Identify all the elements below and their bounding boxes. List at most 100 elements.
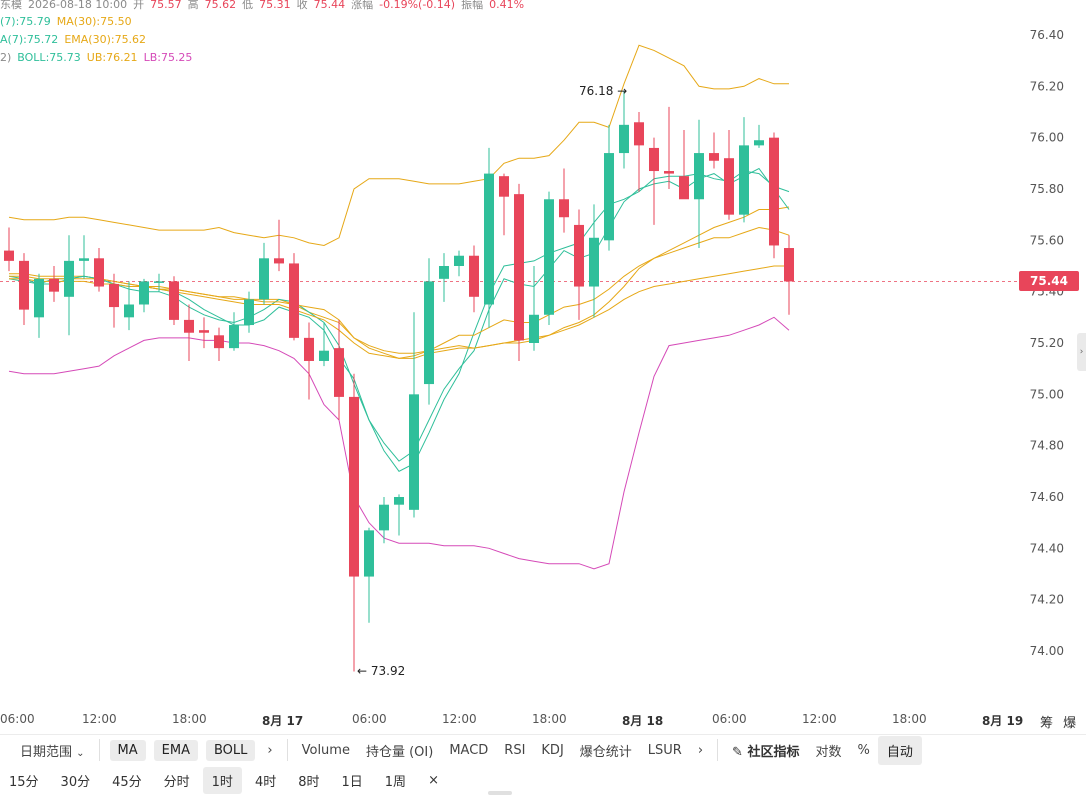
y-tick-label: 76.40 [1030, 28, 1064, 42]
candle [724, 129, 734, 220]
candle [124, 281, 134, 331]
chevron-right-icon[interactable]: › [267, 742, 273, 758]
candle-body [679, 176, 689, 200]
candle [739, 117, 749, 223]
liquidation-stats-button[interactable]: 爆仓统计 [579, 744, 632, 760]
candle [784, 235, 794, 315]
amplitude-value: 0.41% [489, 0, 525, 11]
chevron-right-icon[interactable]: › [697, 742, 704, 758]
candle [409, 312, 419, 518]
close-value: 75.44 [313, 0, 346, 11]
candle [244, 291, 254, 333]
candle [439, 253, 449, 302]
lb-value: LB:75.25 [143, 51, 193, 64]
timeframe-分时[interactable]: 分时 [163, 774, 190, 790]
x-tick-label: 18:00 [892, 712, 927, 726]
log-scale-button[interactable]: 对数 [815, 744, 842, 760]
candle-body [559, 199, 569, 218]
ema7-value: A(7):75.72 [0, 33, 59, 46]
candle-body [34, 278, 44, 318]
ma-button[interactable]: MA [109, 739, 146, 761]
low-value: 75.31 [259, 0, 291, 11]
indicator-toolbar: 日期范围 ⌄ MA EMA BOLL › Volume 持仓量 (OI) MAC… [0, 735, 1086, 765]
date-range-label: 日期范围 [20, 744, 73, 760]
candle-body [274, 258, 284, 264]
date-range-dropdown[interactable]: 日期范围 ⌄ [0, 741, 93, 760]
open-value: 75.57 [150, 0, 182, 11]
x-tick-label: 8月 17 [262, 714, 304, 728]
candle [664, 106, 674, 189]
candle [379, 497, 389, 544]
candle-body [139, 281, 149, 305]
candlestick-chart[interactable]: 76.4076.2076.0075.8075.6075.4075.2075.00… [0, 0, 1086, 706]
candle [754, 124, 764, 148]
close-icon[interactable]: × [428, 772, 439, 788]
candle-body [754, 140, 764, 146]
candle-body [289, 263, 299, 338]
boll-prefix: 2) [0, 51, 12, 64]
boll-button[interactable]: BOLL [205, 739, 256, 761]
candle-body [319, 350, 329, 361]
open-interest-button[interactable]: 持仓量 (OI) [365, 744, 434, 760]
amplitude-label: 振幅 [461, 0, 484, 11]
macd-button[interactable]: MACD [449, 742, 489, 758]
candle-body [19, 260, 29, 310]
ohlc-info-row: 东模 2026-08-18 10:00 开 75.57 高 75.62 低 75.31 收 75.… [0, 0, 530, 12]
rsi-button[interactable]: RSI [504, 742, 526, 758]
open-label: 开 [133, 0, 145, 11]
x-tick-label: 8月 18 [622, 714, 664, 728]
series-line-boll [9, 206, 790, 354]
candle-body [214, 335, 224, 349]
candle [589, 204, 599, 318]
edit-icon: ✎ [732, 744, 743, 760]
kdj-button[interactable]: KDJ [541, 742, 564, 758]
candle-body [49, 278, 59, 292]
divider [286, 739, 288, 761]
timeframe-8时[interactable]: 8时 [298, 774, 320, 790]
volume-button[interactable]: Volume [301, 742, 350, 758]
x-tick-label: 06:00 [712, 712, 747, 726]
candle [184, 304, 194, 361]
timeframe-15分[interactable]: 15分 [9, 774, 39, 790]
timeframe-bar: 15分 30分 45分 分时 1时 4时 8时 1日 1周 × [0, 766, 1086, 794]
y-tick-label: 74.20 [1030, 593, 1064, 607]
candle [199, 317, 209, 349]
chip-distribution-button[interactable]: 筹 [1040, 716, 1054, 731]
boll-info-row: 2) BOLL:75.73 UB:76.21 LB:75.25 [0, 51, 198, 65]
candle-body [574, 224, 584, 287]
candle-body [544, 199, 554, 315]
timeframe-1周[interactable]: 1周 [384, 774, 407, 790]
candle [94, 248, 104, 292]
candle [679, 129, 689, 200]
collapse-panel-tab[interactable]: › [1077, 333, 1086, 371]
ema-button[interactable]: EMA [153, 739, 198, 761]
timeframe-1日[interactable]: 1日 [341, 774, 363, 790]
percent-scale-button[interactable]: % [857, 742, 870, 758]
candle [154, 273, 164, 292]
x-tick-label: 12:00 [802, 712, 837, 726]
candle [769, 132, 779, 259]
divider [98, 739, 100, 761]
candle-body [484, 173, 494, 305]
ma-info-row: (7):75.79 MA(30):75.50 [0, 15, 138, 29]
resize-handle[interactable] [488, 791, 512, 795]
timeframe-45分[interactable]: 45分 [112, 774, 142, 790]
timeframe-30分[interactable]: 30分 [60, 774, 91, 790]
timeframe-1时[interactable]: 1时 [202, 766, 242, 794]
ub-value: UB:76.21 [86, 51, 138, 64]
candle-body [664, 171, 674, 174]
candle-body [769, 137, 779, 246]
chart-area[interactable]: 76.40 76.20 76.00 75.80 75.60 75.40 75.20 75.00… [0, 0, 1086, 706]
candle [619, 91, 629, 169]
lsur-button[interactable]: LSUR [647, 742, 682, 758]
candle [634, 112, 644, 192]
community-indicators-button[interactable]: ✎ 社区指标 [724, 741, 807, 760]
candle-body [169, 281, 179, 320]
liquidation-button[interactable]: 爆 [1063, 716, 1077, 731]
timeframe-4时[interactable]: 4时 [254, 774, 277, 790]
x-tick-label: 12:00 [442, 712, 477, 726]
candle [469, 245, 479, 313]
y-tick-label: 74.40 [1030, 541, 1064, 555]
candle-body [154, 281, 164, 283]
auto-scale-button[interactable]: 自动 [877, 735, 922, 765]
